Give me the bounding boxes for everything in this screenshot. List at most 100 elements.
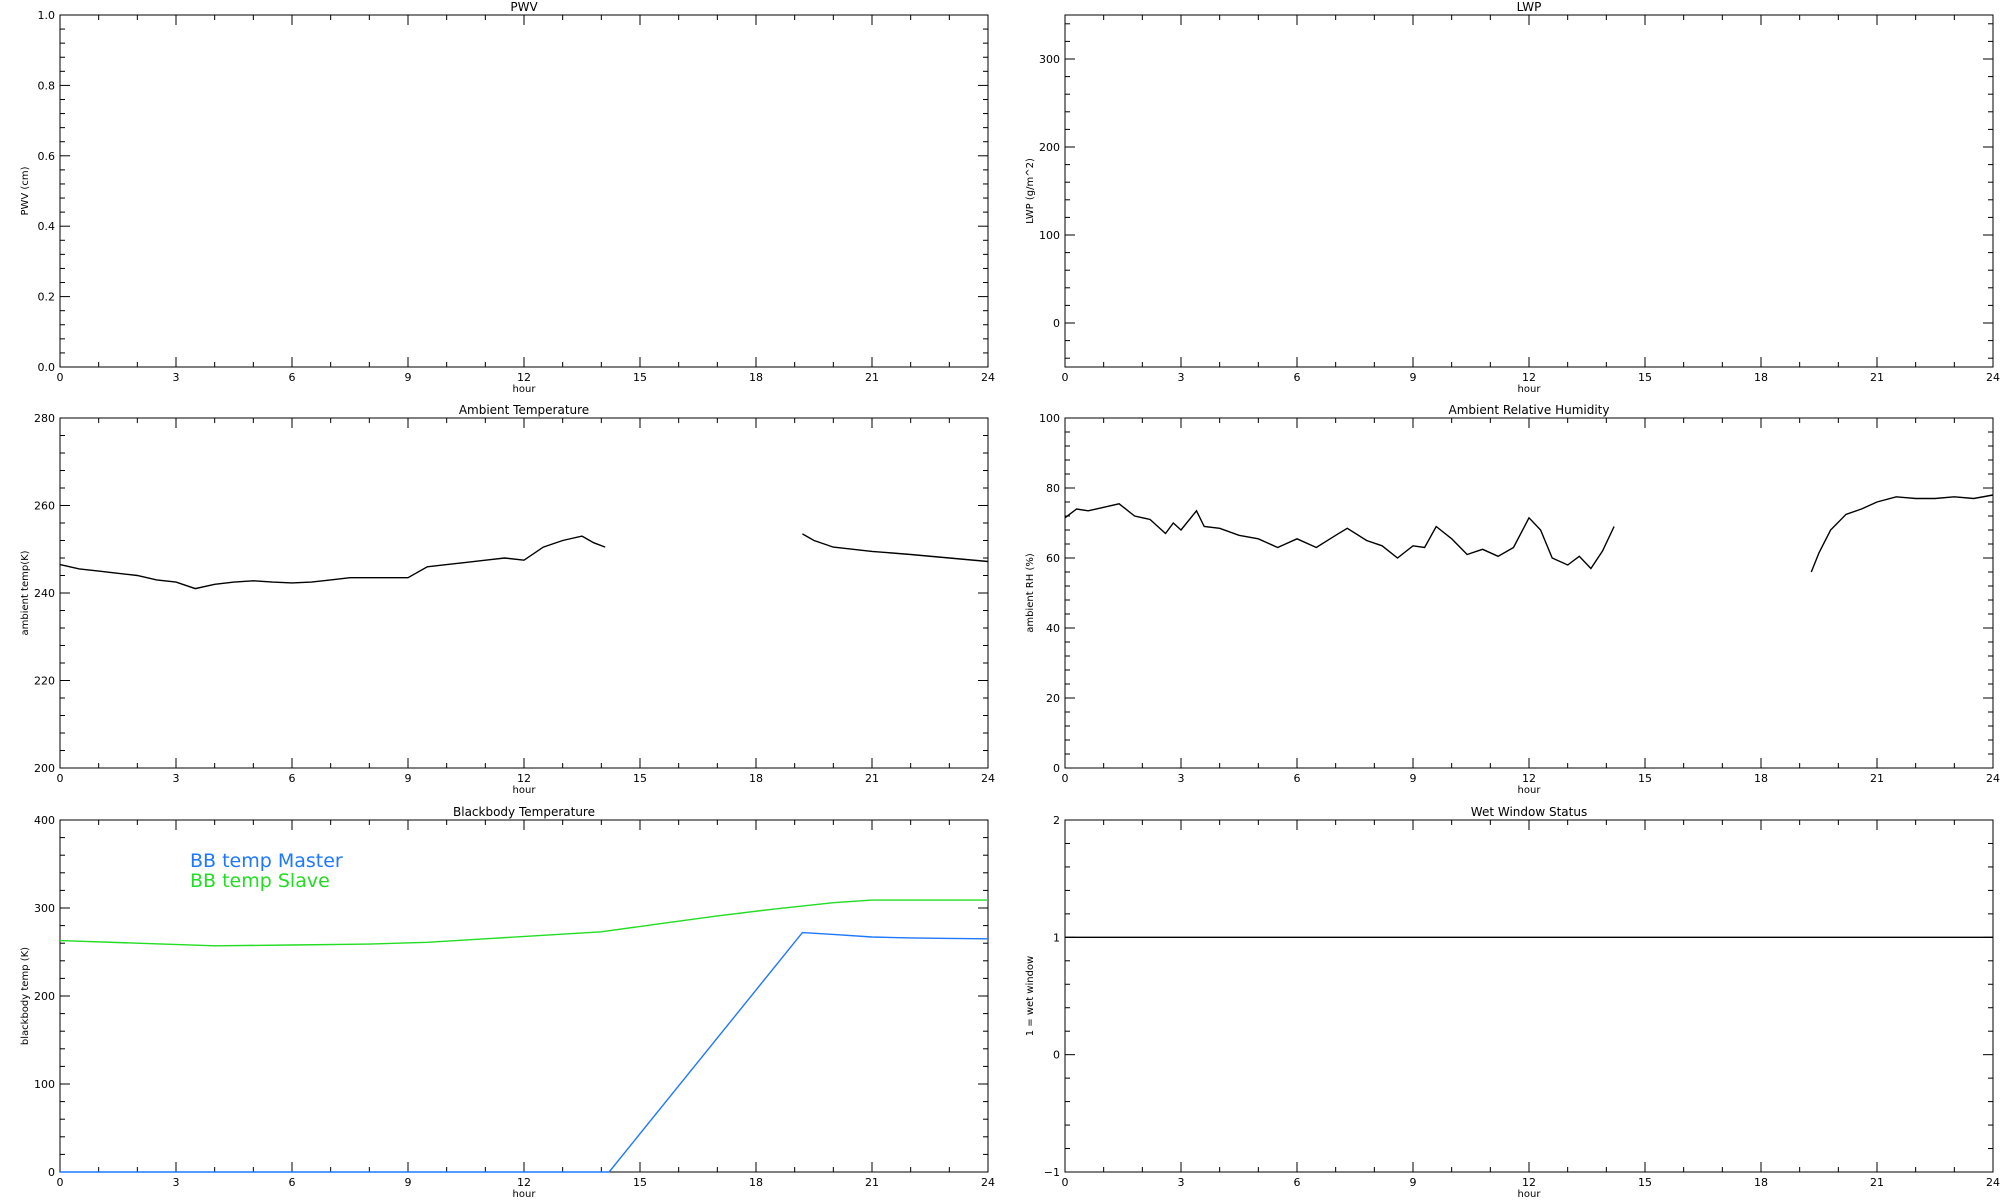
x-tick-label: 15 [1638, 1176, 1652, 1189]
x-tick-label: 6 [1294, 371, 1301, 384]
y-tick-label: −1 [1044, 1166, 1060, 1179]
series-line-1-segment-1 [60, 931, 989, 1173]
x-tick-label: 21 [865, 772, 879, 785]
chart-panel-2: LWP hour LWP (g/m^2) 0 3 6 9 12 15 18 21 24 0 100 200 3… [1025, 0, 2000, 395]
x-tick-label: 12 [1522, 772, 1536, 785]
legend-entry: BB temp Master [190, 850, 343, 872]
y-tick-label: 260 [34, 500, 55, 513]
y-tick-label: 0 [1053, 1049, 1060, 1062]
series-line-1-segment-2 [1810, 494, 1994, 573]
chart-title: Blackbody Temperature [453, 805, 595, 819]
x-tick-label: 12 [517, 371, 531, 384]
plot-frame [1064, 819, 1994, 1173]
x-axis-label: hour [513, 785, 537, 796]
y-tick-label: 60 [1046, 552, 1060, 565]
y-tick-label: 0 [1053, 317, 1060, 330]
chart-title: LWP [1517, 0, 1542, 14]
y-tick-label: 220 [34, 675, 55, 688]
y-tick-label: 100 [34, 1078, 55, 1091]
y-axis-label: ambient temp(K) [20, 550, 31, 635]
x-tick-label: 0 [57, 1176, 64, 1189]
chart-panel-3: Ambient Temperature hour ambient temp(K) 0 3… [20, 403, 995, 796]
x-tick-label: 15 [633, 371, 647, 384]
x-tick-label: 18 [749, 772, 763, 785]
x-tick-label: 3 [1178, 371, 1185, 384]
y-tick-label: 300 [1039, 53, 1060, 66]
x-tick-label: 9 [1410, 371, 1417, 384]
x-tick-label: 0 [57, 371, 64, 384]
chart-panel-5: Blackbody Temperature hour blackbody temp … [20, 805, 995, 1200]
y-axis-label: 1 = wet window [1025, 956, 1036, 1036]
x-tick-label: 9 [1410, 1176, 1417, 1189]
x-tick-label: 18 [1754, 1176, 1768, 1189]
y-tick-label: 80 [1046, 482, 1060, 495]
x-tick-label: 6 [289, 371, 296, 384]
plot-frame [59, 417, 989, 769]
x-tick-label: 0 [1062, 772, 1069, 785]
x-tick-label: 12 [1522, 371, 1536, 384]
x-tick-label: 18 [749, 371, 763, 384]
x-tick-label: 15 [633, 772, 647, 785]
x-tick-label: 24 [1986, 371, 2000, 384]
x-axis-label: hour [1518, 785, 1542, 796]
y-tick-label: 0.8 [38, 79, 56, 92]
y-tick-label: 200 [34, 990, 55, 1003]
x-tick-label: 21 [1870, 1176, 1884, 1189]
y-axis-label: PWV (cm) [20, 166, 31, 215]
x-tick-label: 3 [1178, 772, 1185, 785]
x-axis-label: hour [513, 1189, 537, 1200]
x-tick-label: 18 [1754, 772, 1768, 785]
y-tick-label: 0.0 [38, 361, 56, 374]
x-tick-label: 21 [1870, 371, 1884, 384]
chart-panel-4: Ambient Relative Humidity hour ambient RH … [1025, 403, 2000, 796]
x-tick-label: 18 [1754, 371, 1768, 384]
y-axis-label: blackbody temp (K) [20, 947, 31, 1045]
x-tick-label: 6 [289, 1176, 296, 1189]
series-line-1-segment-1 [1064, 503, 1615, 570]
y-tick-label: 240 [34, 587, 55, 600]
chart-title: PWV [510, 0, 538, 14]
x-tick-label: 0 [1062, 1176, 1069, 1189]
x-axis-label: hour [513, 384, 537, 395]
chart-title: Ambient Relative Humidity [1449, 403, 1610, 417]
y-tick-label: 100 [1039, 229, 1060, 242]
x-tick-label: 12 [1522, 1176, 1536, 1189]
x-tick-label: 3 [173, 371, 180, 384]
x-axis-label: hour [1518, 1189, 1542, 1200]
x-tick-label: 6 [1294, 772, 1301, 785]
y-tick-label: 0 [1053, 762, 1060, 775]
chart-title: Wet Window Status [1471, 805, 1587, 819]
x-tick-label: 6 [1294, 1176, 1301, 1189]
x-tick-label: 9 [405, 772, 412, 785]
y-tick-label: 300 [34, 902, 55, 915]
plot-frame [1064, 14, 1994, 368]
series-line-2-segment-1 [59, 899, 988, 947]
x-tick-label: 9 [405, 1176, 412, 1189]
chart-title: Ambient Temperature [459, 403, 589, 417]
y-tick-label: 40 [1046, 622, 1060, 635]
plot-frame [59, 14, 989, 368]
series-line-1-segment-2 [802, 533, 989, 563]
x-axis-label: hour [1518, 384, 1542, 395]
x-tick-label: 24 [981, 1176, 995, 1189]
x-tick-label: 21 [865, 371, 879, 384]
x-tick-label: 15 [1638, 371, 1652, 384]
legend-entry: BB temp Slave [190, 870, 330, 892]
y-tick-label: 0 [48, 1166, 55, 1179]
x-tick-label: 0 [1062, 371, 1069, 384]
y-tick-label: 0.6 [38, 150, 56, 163]
x-tick-label: 21 [865, 1176, 879, 1189]
y-tick-label: 200 [34, 762, 55, 775]
y-tick-label: 20 [1046, 692, 1060, 705]
x-tick-label: 6 [289, 772, 296, 785]
plot-frame [1064, 417, 1994, 769]
x-tick-label: 24 [981, 772, 995, 785]
x-tick-label: 18 [749, 1176, 763, 1189]
x-tick-label: 15 [1638, 772, 1652, 785]
x-tick-label: 21 [1870, 772, 1884, 785]
x-tick-label: 3 [1178, 1176, 1185, 1189]
y-tick-label: 1 [1053, 931, 1060, 944]
y-tick-label: 200 [1039, 141, 1060, 154]
y-tick-label: 400 [34, 814, 55, 827]
